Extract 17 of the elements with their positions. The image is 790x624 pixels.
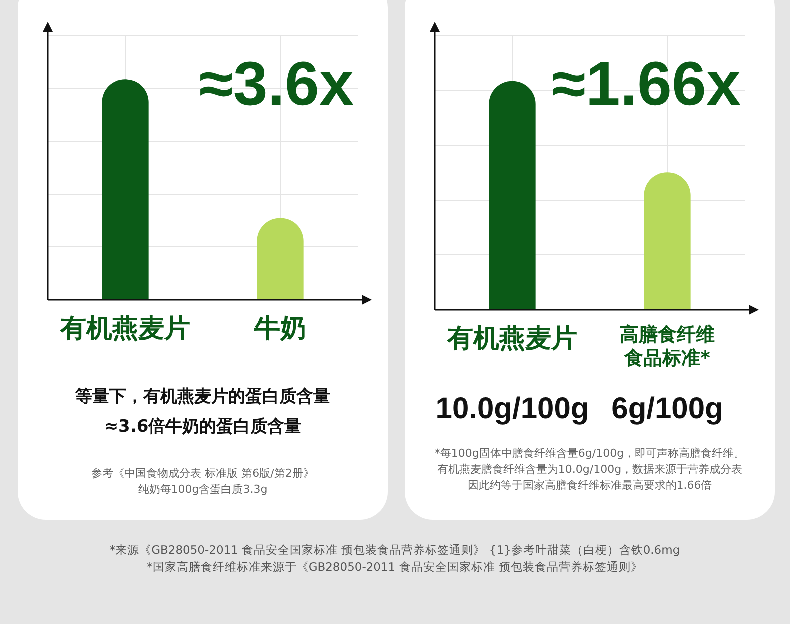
annotation: ≈1.66x: [552, 50, 742, 120]
x-tick-label: 高膳食纤维食品标准*: [620, 324, 715, 370]
text: 参考《中国食物成分表 标准版 第6版/第2册》: [90, 466, 316, 482]
x-tick-label: 有机燕麦片: [60, 314, 190, 344]
x-tick-label: 牛奶: [254, 314, 306, 344]
x-tick-label: 有机燕麦片: [446, 324, 578, 354]
text: *每100g固体中膳食纤维含量6g/100g，即可声称高膳食纤维。: [434, 446, 746, 462]
data-label: 6g/100g: [612, 392, 724, 426]
data-label: 10.0g/100g: [436, 392, 590, 426]
text: ≈3.6倍牛奶的蛋白质含量: [103, 416, 303, 439]
text: 有机燕麦膳食纤维含量为10.0g/100g，数据来源于营养成分表: [436, 462, 744, 478]
annotation: ≈3.6x: [199, 50, 355, 120]
text: *来源《GB28050-2011 食品安全国家标准 预包装食品营养标签通则》 {1}参考叶甜菜（白梗）含铁0.6mg: [108, 542, 682, 559]
text: *国家高膳食纤维标准来源于《GB28050-2011 食品安全国家标准 预包装食品营养标签通则》: [146, 559, 644, 576]
text: 等量下，有机燕麦片的蛋白质含量: [74, 386, 332, 409]
text: 纯奶每100g含蛋白质3.3g: [137, 482, 269, 498]
text: 因此约等于国家高膳食纤维标准最高要求的1.66倍: [466, 478, 714, 494]
